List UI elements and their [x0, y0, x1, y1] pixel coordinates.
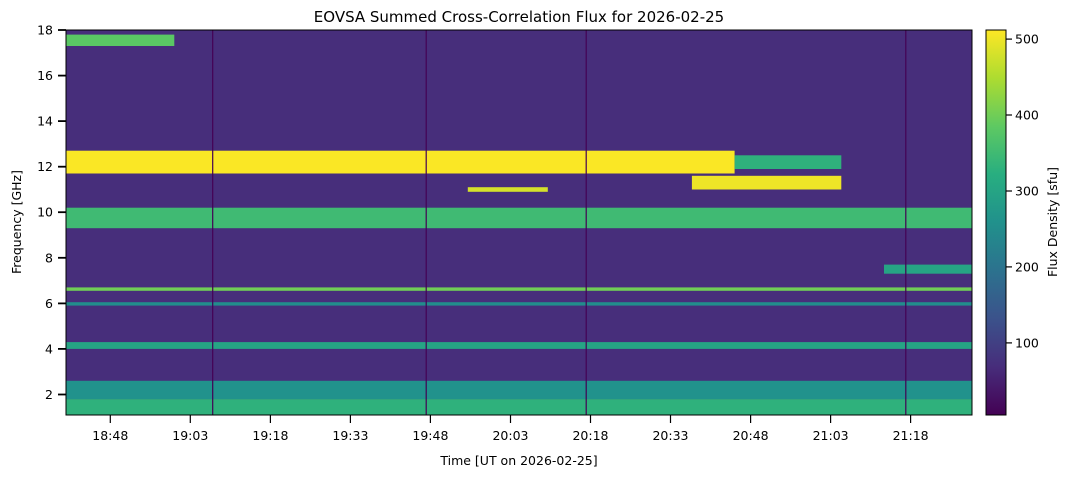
y-tick-label-0: 2 — [45, 387, 53, 402]
spectrogram-feature-3 — [467, 187, 548, 192]
colorbar-tick-label-3: 400 — [1015, 108, 1039, 123]
x-tick-label-9: 21:03 — [813, 428, 849, 443]
spectrogram-feature-10 — [66, 380, 972, 399]
x-tick-label-8: 20:48 — [733, 428, 769, 443]
y-tick-label-6: 14 — [37, 114, 53, 129]
spectrogram-feature-11 — [66, 399, 972, 415]
spectrogram-feature-4 — [66, 34, 175, 46]
y-tick-label-3: 8 — [45, 250, 53, 265]
x-tick-label-6: 20:18 — [572, 428, 608, 443]
x-tick-label-10: 21:18 — [893, 428, 929, 443]
colorbar: 100 200 300 400 500 Flux Density [sfu] — [985, 29, 1060, 416]
colorbar-tick-label-4: 500 — [1015, 32, 1039, 47]
colorbar-tick-label-2: 300 — [1015, 184, 1039, 199]
spectrogram-feature-0 — [66, 150, 735, 174]
colorbar-tick-label-0: 100 — [1015, 335, 1039, 350]
y-tick-label-2: 6 — [45, 296, 53, 311]
y-axis: 2 4 6 8 10 12 14 16 18 — [37, 23, 66, 402]
x-tick-label-2: 19:18 — [252, 428, 288, 443]
x-axis-label: Time [UT on 2026-02-25] — [439, 453, 597, 468]
x-axis: 18:48 19:03 19:18 19:33 19:48 20:03 20:18 20:33… — [92, 415, 929, 443]
x-tick-label-3: 19:33 — [332, 428, 368, 443]
y-axis-label: Frequency [GHz] — [9, 170, 24, 274]
y-tick-label-8: 18 — [37, 23, 53, 38]
spectrogram-plot — [66, 30, 972, 415]
y-tick-label-1: 4 — [45, 341, 53, 356]
chart-title: EOVSA Summed Cross-Correlation Flux for … — [314, 8, 724, 26]
spectrogram-feature-2 — [691, 175, 842, 190]
x-tick-label-7: 20:33 — [652, 428, 688, 443]
colorbar-label: Flux Density [sfu] — [1045, 167, 1060, 277]
spectrogram-feature-5 — [66, 207, 972, 229]
plot-frame — [65, 29, 973, 416]
y-tick-label-4: 10 — [37, 205, 53, 220]
x-tick-label-1: 19:03 — [172, 428, 208, 443]
colorbar-gradient — [985, 29, 1007, 416]
y-tick-label-7: 16 — [37, 68, 53, 83]
colorbar-tick-label-1: 200 — [1015, 259, 1039, 274]
spectrogram-feature-7 — [66, 287, 972, 291]
spectrogram-feature-8 — [66, 302, 972, 306]
x-tick-label-5: 20:03 — [492, 428, 528, 443]
colorbar-ticks: 100 200 300 400 500 — [1006, 32, 1039, 350]
spectrogram-feature-1 — [734, 155, 842, 169]
x-tick-label-0: 18:48 — [92, 428, 128, 443]
spectrogram-feature-6 — [884, 264, 972, 274]
spectrogram-feature-9 — [66, 342, 972, 349]
y-tick-label-5: 12 — [37, 159, 53, 174]
x-tick-label-4: 19:48 — [412, 428, 448, 443]
